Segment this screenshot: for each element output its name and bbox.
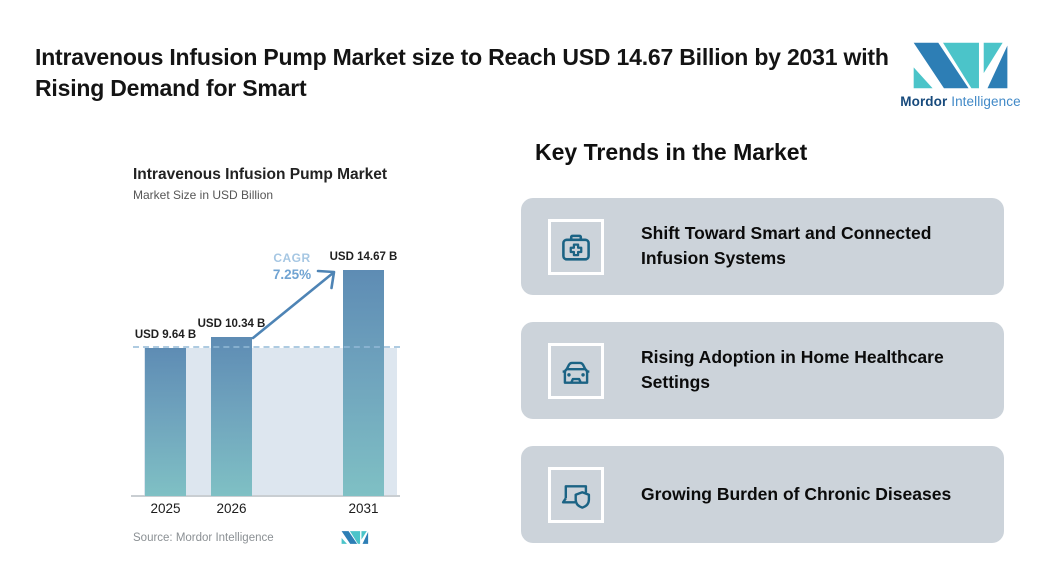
brand-name-bold: Mordor [900,94,948,109]
car-icon [562,361,590,384]
x-tick-label: 2031 [348,501,379,516]
brand-name: Mordor Intelligence [888,94,1033,109]
chart-subtitle: Market Size in USD Billion [133,188,274,202]
trend-card-chronic-diseases: Growing Burden of Chronic Diseases [521,446,1004,543]
trend-card-smart-infusion: Shift Toward Smart and Connected Infusio… [521,198,1004,295]
x-axis-line [131,495,400,497]
cagr-annotation: CAGR 7.25% [264,251,320,282]
x-tick-label: 2025 [150,501,181,516]
bar-value-label: USD 10.34 B [197,318,266,330]
first-aid-kit-icon [562,234,590,261]
trend-text: Rising Adoption in Home Healthcare Setti… [641,346,944,393]
trend-icon-box [548,218,604,275]
trend-text: Shift Toward Smart and Connected Infusio… [641,222,932,269]
page-title: Intravenous Infusion Pump Market size to… [35,44,889,101]
source-caption: Source: Mordor Intelligence [133,532,274,544]
bar-2026 [211,337,252,496]
trend-icon-box [548,342,604,399]
bar-value-label: USD 9.64 B [134,329,197,341]
trend-card-home-healthcare: Rising Adoption in Home Healthcare Setti… [521,322,1004,419]
x-tick-label: 2026 [216,501,247,516]
bar-2025 [145,348,186,496]
brand-name-light: Intelligence [951,94,1021,109]
reference-dashed-line [133,346,400,348]
chart-title: Intravenous Infusion Pump Market [133,166,388,183]
trend-icon-box [548,466,604,523]
mordor-m-small-icon [341,531,369,544]
bar-2031 [343,270,384,496]
brand-logo: Mordor Intelligence [888,39,1033,109]
trend-text: Growing Burden of Chronic Diseases [641,483,952,504]
cagr-value: 7.25% [272,267,312,282]
cagr-label: CAGR [273,251,311,265]
bar-value-label: USD 14.67 B [329,251,398,263]
trends-heading: Key Trends in the Market [535,139,808,165]
mordor-m-icon [913,42,1007,89]
laptop-shield-icon [561,484,591,509]
growth-arrow-icon [251,269,336,340]
